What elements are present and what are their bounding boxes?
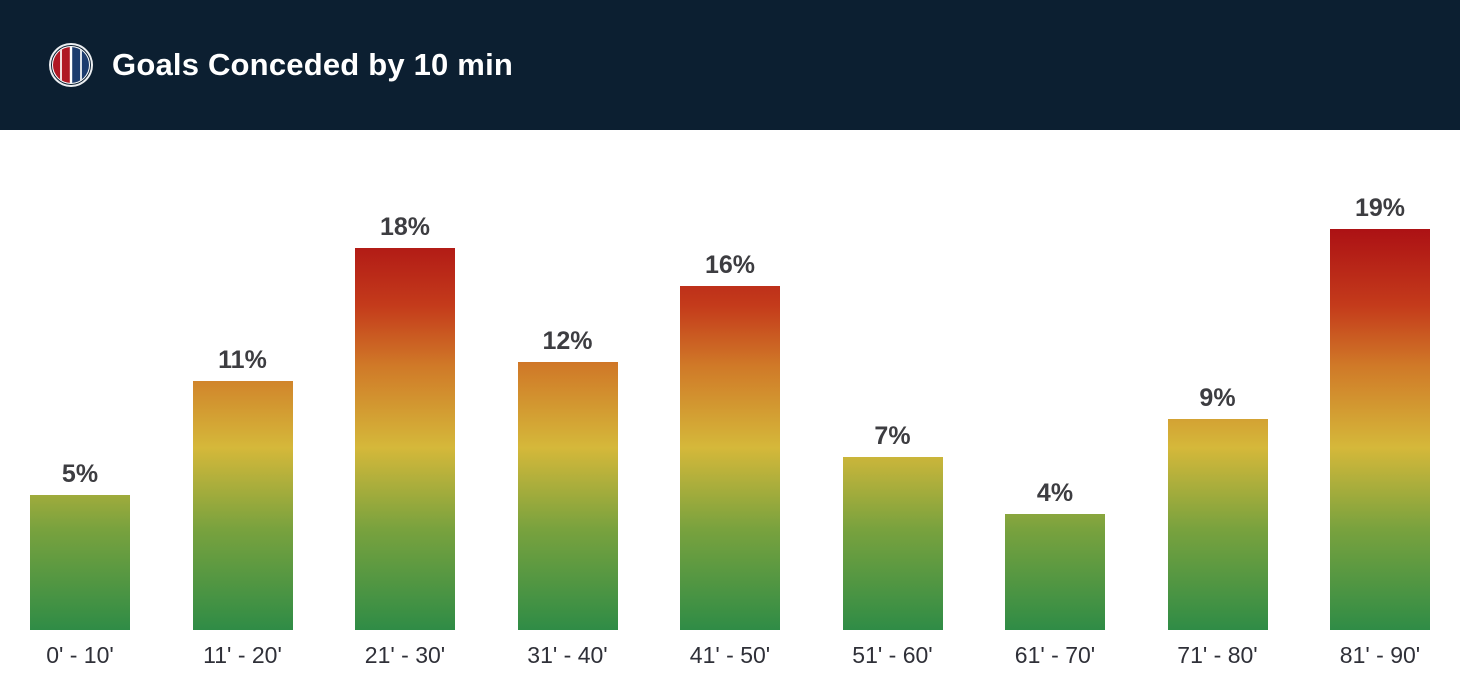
bar-column: 12% 31' - 40' — [517, 327, 618, 672]
bar-column: 9% 71' - 80' — [1167, 384, 1268, 672]
chart-area: 5% 0' - 10' 11% 11' - 20' 18% 21' - 30' … — [0, 130, 1460, 672]
bar-column: 19% 81' - 90' — [1330, 196, 1430, 672]
x-axis-label: 0' - 10' — [46, 642, 114, 668]
bar-value-label: 4% — [1036, 479, 1074, 507]
bar-value-label: 18% — [379, 213, 431, 241]
bar — [1167, 419, 1268, 630]
bar-value-label: 16% — [704, 251, 756, 279]
bar-value-label: 5% — [61, 460, 99, 488]
bar — [355, 248, 455, 630]
bar — [842, 457, 943, 630]
x-axis-label: 31' - 40' — [527, 642, 608, 668]
x-axis-label: 71' - 80' — [1177, 642, 1258, 668]
bar-column: 5% 0' - 10' — [30, 462, 130, 672]
chart-title: Goals Conceded by 10 min — [112, 47, 514, 82]
bar — [1330, 229, 1430, 630]
bar-value-label: 11% — [218, 346, 267, 374]
x-axis-label: 81' - 90' — [1339, 642, 1421, 668]
bar-value-label: 19% — [1354, 194, 1406, 222]
bar-value-label: 12% — [542, 327, 593, 355]
bar-value-label: 9% — [1199, 384, 1236, 412]
bar-chart: 5% 0' - 10' 11% 11' - 20' 18% 21' - 30' … — [30, 156, 1430, 672]
bar — [517, 362, 618, 630]
bar — [30, 495, 130, 630]
header: Goals Conceded by 10 min — [0, 0, 1460, 130]
bar — [1005, 514, 1105, 630]
bar-column: 18% 21' - 30' — [355, 215, 455, 672]
x-axis-label: 61' - 70' — [1014, 642, 1096, 668]
bar-column: 4% 61' - 70' — [1005, 481, 1105, 672]
bar-column: 11% 11' - 20' — [192, 346, 293, 672]
bar — [192, 381, 293, 630]
bologna-club-crest-icon — [48, 42, 94, 88]
bar-column: 16% 41' - 50' — [680, 253, 780, 672]
x-axis-label: 51' - 60' — [852, 642, 933, 668]
bar-value-label: 7% — [874, 422, 911, 450]
bar — [680, 286, 780, 630]
x-axis-label: 41' - 50' — [689, 642, 771, 668]
x-axis-label: 21' - 30' — [364, 642, 446, 668]
x-axis-label: 11' - 20' — [203, 642, 282, 668]
bar-column: 7% 51' - 60' — [842, 422, 943, 672]
